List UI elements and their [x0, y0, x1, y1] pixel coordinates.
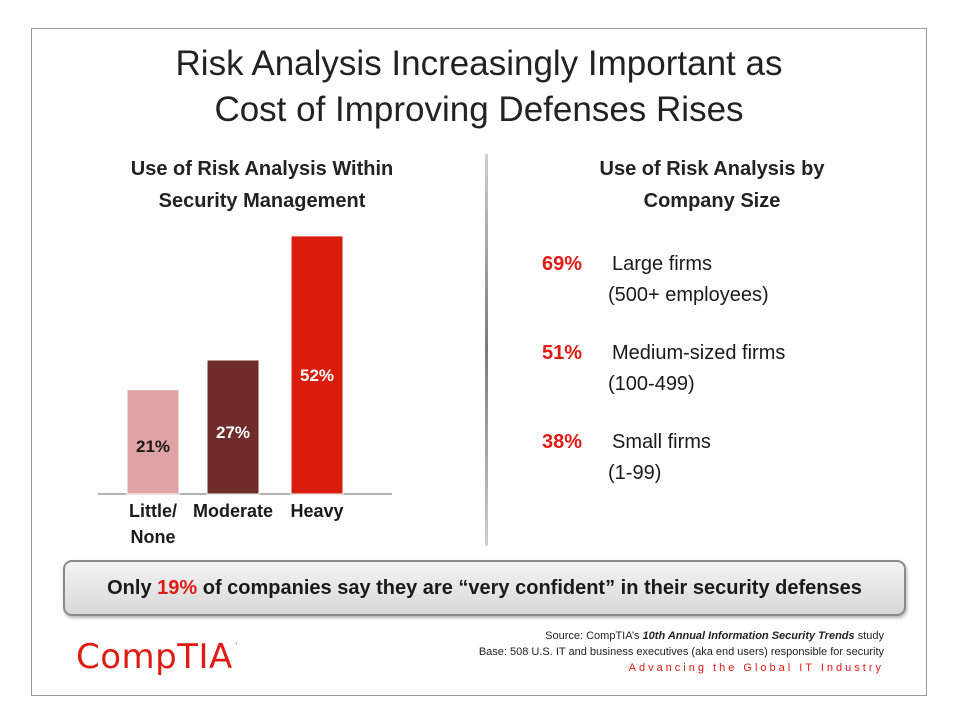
base-line: Base: 508 U.S. IT and business executive…	[478, 646, 884, 658]
stat-percent: 69%	[542, 253, 583, 275]
tagline: Advancing the Global IT Industry	[628, 662, 884, 674]
category-label-0-1: None	[131, 527, 176, 547]
stat-sublabel: (500+ employees)	[608, 284, 769, 306]
stat-sublabel: (1-99)	[608, 462, 662, 484]
stat-label: Medium-sized firms	[612, 342, 786, 364]
callout-highlight: 19%	[157, 577, 198, 599]
category-label-2-0: Heavy	[290, 501, 343, 521]
source-study-name: 10th Annual Information Security Trends	[642, 630, 855, 642]
bar-chart: 21% Little/None 27% Moderate 52% Heavy	[98, 235, 392, 547]
bar-value-label-0: 21%	[136, 437, 170, 456]
logo-mark: .	[234, 637, 239, 647]
title-line-2: Cost of Improving Defenses Rises	[214, 90, 744, 129]
stat-percent: 38%	[542, 431, 583, 453]
company-size-title: Use of Risk Analysis by Company Size	[532, 153, 892, 217]
source-line: Source: CompTIA’s 10th Annual Informatio…	[479, 628, 884, 644]
comptia-logo: CompTIA.	[76, 637, 238, 677]
callout-suffix: of companies say they are “very confiden…	[197, 577, 862, 599]
stat-label: Large firms	[612, 253, 713, 275]
slide: Risk Analysis Increasingly Important as …	[31, 28, 927, 696]
bar-value-label-1: 27%	[216, 423, 250, 442]
callout-prefix: Only	[107, 577, 158, 599]
title-line-1: Risk Analysis Increasingly Important as	[175, 44, 783, 83]
bar-1	[206, 359, 260, 495]
chart-title-line-1: Use of Risk Analysis Within	[130, 158, 394, 180]
chart-title-line-2: Security Management	[158, 190, 366, 212]
confidence-callout: Only 19% of companies say they are “very…	[63, 560, 906, 616]
source-suffix: study	[854, 630, 884, 642]
category-label-0-0: Little/	[129, 501, 177, 521]
panel-divider	[485, 154, 488, 546]
company-size-title-line-1: Use of Risk Analysis by	[599, 158, 825, 180]
stat-percent: 51%	[542, 342, 583, 364]
stat-sublabel: (100-499)	[608, 373, 695, 395]
stat-label: Small firms	[612, 431, 711, 453]
bar-value-label-2: 52%	[300, 366, 334, 385]
category-label-1-0: Moderate	[193, 501, 273, 521]
bar-2	[290, 235, 344, 495]
company-size-title-line-2: Company Size	[643, 190, 781, 212]
source-note: Source: CompTIA’s 10th Annual Informatio…	[479, 628, 884, 660]
bar-0	[126, 389, 180, 495]
source-prefix: Source: CompTIA’s	[545, 630, 643, 642]
chart-title: Use of Risk Analysis Within Security Man…	[92, 153, 432, 217]
logo-text: CompTIA	[76, 637, 233, 677]
slide-title: Risk Analysis Increasingly Important as …	[32, 41, 926, 133]
